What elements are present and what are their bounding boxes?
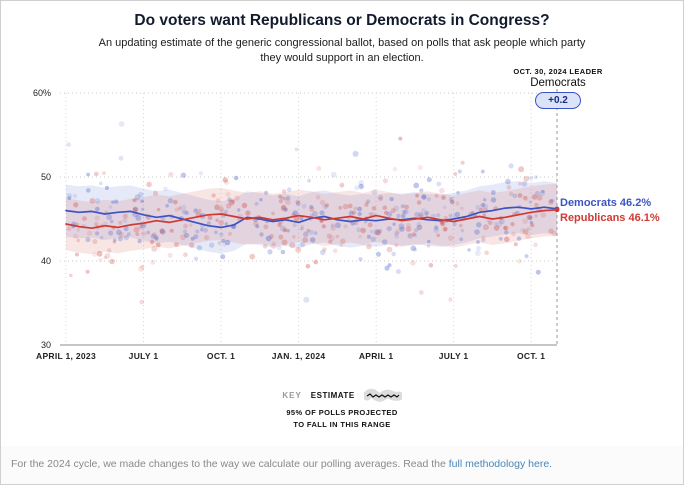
methodology-link[interactable]: full methodology here. <box>448 458 553 470</box>
svg-text:JULY 1: JULY 1 <box>439 351 469 361</box>
leader-party-label: Democrats <box>530 77 586 89</box>
footer-note: For the 2024 cycle, we made changes to t… <box>1 446 683 484</box>
key-label: KEY <box>282 391 302 400</box>
svg-text:OCT. 1: OCT. 1 <box>517 351 545 361</box>
svg-text:40: 40 <box>41 256 51 266</box>
key-range-note: 95% OF POLLS PROJECTED TO FALL IN THIS R… <box>1 407 683 431</box>
svg-text:JAN. 1, 2024: JAN. 1, 2024 <box>272 351 326 361</box>
republicans-end-label: Republicans 46.1% <box>560 212 660 224</box>
leader-annotation: OCT. 30, 2024 LEADER Democrats +0.2 <box>477 67 639 109</box>
page-subtitle: An updating estimate of the generic cong… <box>1 36 683 67</box>
svg-text:OCT. 1: OCT. 1 <box>207 351 235 361</box>
leader-date-label: OCT. 30, 2024 LEADER <box>513 67 603 76</box>
svg-text:50: 50 <box>41 172 51 182</box>
svg-text:60%: 60% <box>33 88 51 98</box>
subtitle-line-1: An updating estimate of the generic cong… <box>98 37 586 49</box>
estimate-key-icon <box>363 388 402 402</box>
svg-text:APRIL 1: APRIL 1 <box>359 351 394 361</box>
key-range-line-2: TO FALL IN THIS RANGE <box>293 419 391 429</box>
leader-margin-badge: +0.2 <box>535 92 581 109</box>
svg-text:30: 30 <box>41 340 51 350</box>
key-estimate-label: ESTIMATE <box>310 391 355 400</box>
chart-key: KEY ESTIMATE 95% OF POLLS PROJECTED TO F… <box>1 385 683 431</box>
svg-text:APRIL 1, 2023: APRIL 1, 2023 <box>36 351 96 361</box>
subtitle-line-2: they would support in an election. <box>260 52 424 65</box>
page-title: Do voters want Republicans or Democrats … <box>134 12 550 29</box>
democrats-end-label: Democrats 46.2% <box>560 197 652 209</box>
footer-text: For the 2024 cycle, we made changes to t… <box>11 458 449 470</box>
key-range-line-1: 95% OF POLLS PROJECTED <box>286 407 398 417</box>
svg-text:JULY 1: JULY 1 <box>129 351 159 361</box>
